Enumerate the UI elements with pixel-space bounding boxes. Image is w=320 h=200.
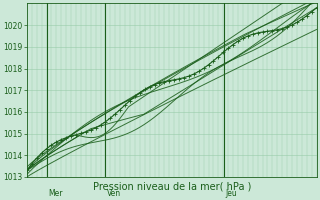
Text: Ven: Ven — [107, 189, 121, 198]
X-axis label: Pression niveau de la mer( hPa ): Pression niveau de la mer( hPa ) — [92, 181, 251, 191]
Text: Mer: Mer — [49, 189, 63, 198]
Text: Jeu: Jeu — [225, 189, 237, 198]
